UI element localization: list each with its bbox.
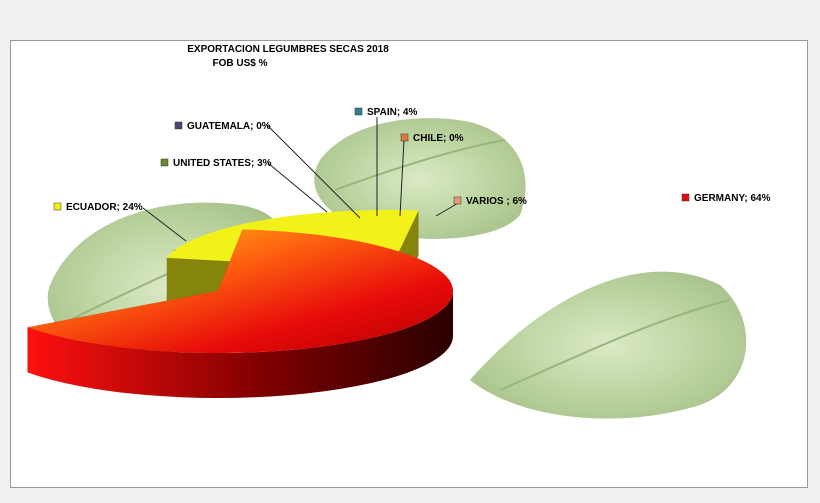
chile-data-label: CHILE; 0% [413,133,464,144]
germany-slice [27,229,454,353]
chart-subtitle: FOB US$ % [212,58,267,69]
germany-slice-wall [27,291,454,398]
chart-title: EXPORTACION LEGUMBRES SECAS 2018 [187,44,389,55]
ecuador-data-label: ECUADOR; 24% [66,202,143,213]
spain-legend-key [354,107,363,116]
germany-data-label: GERMANY; 64% [694,193,771,204]
guatemala-legend-key [174,121,183,130]
varios-data-label: VARIOS ; 6% [466,196,527,207]
guatemala-leader-line [267,125,361,219]
varios-leader-line [435,201,461,217]
guatemala-data-label: GUATEMALA; 0% [187,121,271,132]
ecuador-legend-key [53,202,62,211]
varios-legend-key [453,196,462,205]
chile-legend-key [400,133,409,142]
united-states-legend-key [160,158,169,167]
spain-data-label: SPAIN; 4% [367,107,417,118]
leaf-top [314,118,526,239]
leaf-vein-top [334,139,506,191]
united-states-leader-line [267,162,328,213]
chile-leader-line [399,139,405,217]
pie-slices [27,209,454,398]
slice-labels: GERMANY; 64% VARIOS ; 6% CHILE; 0% SPAIN; 4… [53,107,771,213]
germany-legend-key [681,193,690,202]
leaf-vein-right [499,299,731,391]
united-states-data-label: UNITED STATES; 3% [173,158,272,169]
leader-lines [142,117,461,242]
ecuador-leader-line [142,207,187,242]
leaf-right [470,271,747,419]
